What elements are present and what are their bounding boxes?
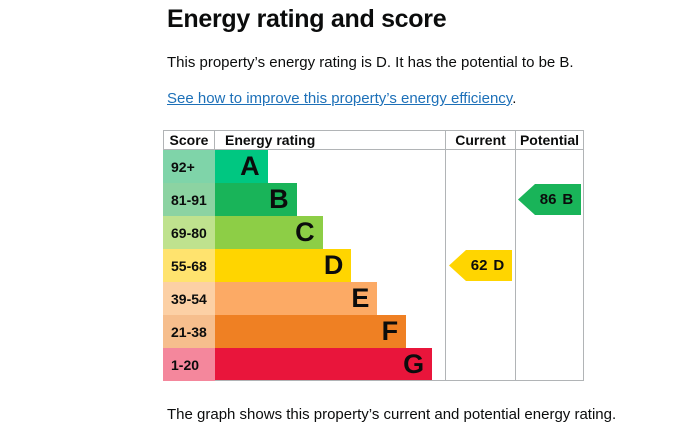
band-rating-cell: F xyxy=(215,315,446,348)
chart-caption: The graph shows this property’s current … xyxy=(167,406,617,423)
current-cell xyxy=(446,282,516,315)
band-score-range: 55-68 xyxy=(163,249,215,282)
improve-link-line: See how to improve this property’s energ… xyxy=(167,90,516,107)
band-score-range: 92+ xyxy=(163,150,215,183)
current-cell xyxy=(446,183,516,216)
current-cell: 62 D xyxy=(446,249,516,282)
band-rating-cell: G xyxy=(215,348,446,381)
column-header-score: Score xyxy=(163,130,215,150)
potential-cell xyxy=(516,249,584,282)
band-row: 55-68 D 62 D xyxy=(163,249,584,282)
current-cell xyxy=(446,150,516,183)
band-score-range: 69-80 xyxy=(163,216,215,249)
band-score-range: 39-54 xyxy=(163,282,215,315)
band-row: 92+ A xyxy=(163,150,584,183)
band-bar: E xyxy=(215,282,378,315)
band-row: 69-80 C xyxy=(163,216,584,249)
potential-cell xyxy=(516,216,584,249)
band-score-range: 81-91 xyxy=(163,183,215,216)
chart-header-row: Score Energy rating Current Potential xyxy=(163,130,584,150)
energy-rating-chart: Score Energy rating Current Potential 92… xyxy=(163,130,584,381)
band-row: 81-91 B 86 B xyxy=(163,183,584,216)
band-bar: F xyxy=(215,315,407,348)
current-cell xyxy=(446,315,516,348)
band-letter: C xyxy=(295,217,315,247)
current-cell xyxy=(446,216,516,249)
potential-cell xyxy=(516,315,584,348)
summary-text: This property’s energy rating is D. It h… xyxy=(167,54,574,71)
band-bar: A xyxy=(215,150,268,183)
band-row: 21-38 F xyxy=(163,315,584,348)
potential-score-value: 86 xyxy=(539,191,557,208)
link-period: . xyxy=(512,90,517,107)
band-rating-cell: C xyxy=(215,216,446,249)
band-score-range: 21-38 xyxy=(163,315,215,348)
potential-cell xyxy=(516,348,584,381)
potential-rating-arrow: 86 B xyxy=(518,184,581,215)
band-row: 39-54 E xyxy=(163,282,584,315)
band-letter: B xyxy=(269,184,289,214)
chart-rows: 92+ A 81-91 B 86 B 69-80 C 55-68 D 62 D 39-54 E 21-38 F… xyxy=(163,150,584,381)
band-letter: E xyxy=(351,283,370,313)
column-header-energy-rating: Energy rating xyxy=(215,130,446,150)
band-letter: G xyxy=(403,348,425,379)
column-header-current: Current xyxy=(446,130,516,150)
current-rating-letter: D xyxy=(493,257,505,274)
band-row: 1-20 G xyxy=(163,348,584,381)
current-rating-arrow: 62 D xyxy=(449,250,512,281)
band-letter: A xyxy=(240,151,260,181)
band-rating-cell: A xyxy=(215,150,446,183)
potential-cell: 86 B xyxy=(516,183,584,216)
band-letter: F xyxy=(381,316,399,346)
band-bar: D xyxy=(215,249,352,282)
potential-cell xyxy=(516,282,584,315)
band-rating-cell: D xyxy=(215,249,446,282)
band-bar: B xyxy=(215,183,297,216)
band-bar: G xyxy=(215,348,433,380)
improve-efficiency-link[interactable]: See how to improve this property’s energ… xyxy=(167,90,513,107)
band-letter: D xyxy=(323,250,344,280)
page-title: Energy rating and score xyxy=(167,5,447,33)
current-cell xyxy=(446,348,516,381)
current-score-value: 62 xyxy=(470,257,488,274)
potential-cell xyxy=(516,150,584,183)
column-header-potential: Potential xyxy=(516,130,584,150)
band-rating-cell: B xyxy=(215,183,446,216)
potential-rating-letter: B xyxy=(562,191,574,208)
band-rating-cell: E xyxy=(215,282,446,315)
band-score-range: 1-20 xyxy=(163,348,215,381)
band-bar: C xyxy=(215,216,323,249)
